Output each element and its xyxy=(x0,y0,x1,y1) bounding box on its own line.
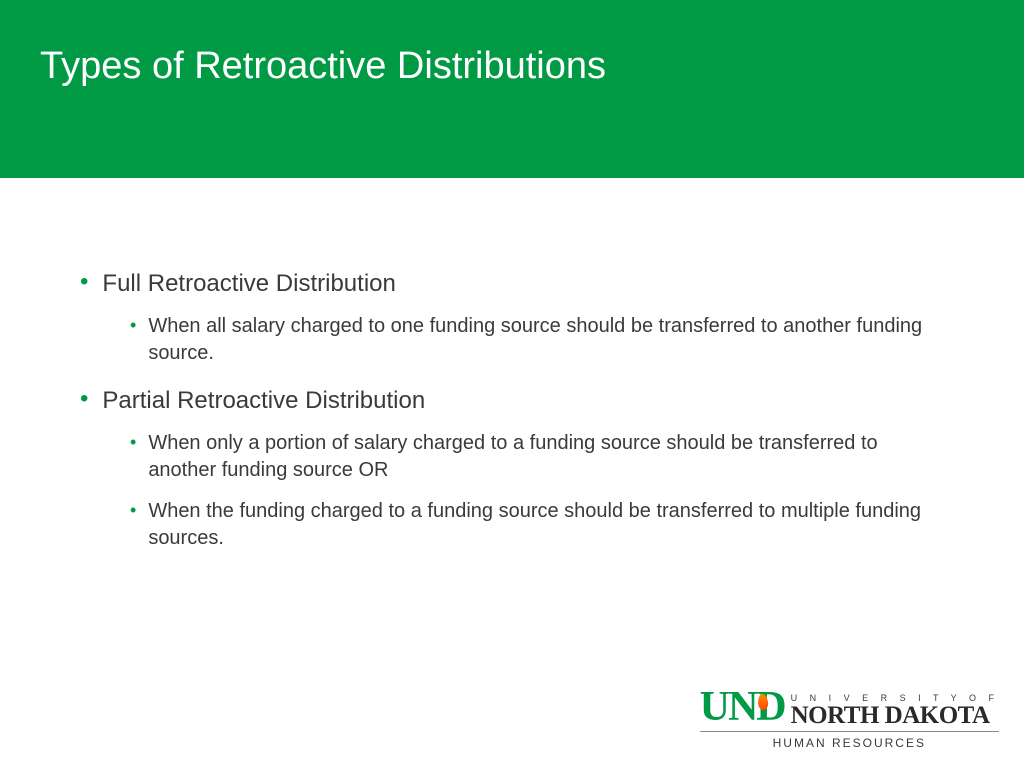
slide-title: Types of Retroactive Distributions xyxy=(40,45,984,88)
logo-abbrev: UND xyxy=(700,686,785,728)
logo-department: HUMAN RESOURCES xyxy=(700,736,999,750)
logo-divider xyxy=(700,731,999,732)
bullet-icon: • xyxy=(130,498,136,523)
list-item: • Full Retroactive Distribution • When a… xyxy=(80,268,944,367)
sub-list: • When only a portion of salary charged … xyxy=(130,430,944,552)
slide-content: • Full Retroactive Distribution • When a… xyxy=(0,178,1024,552)
list-item: • Partial Retroactive Distribution • Whe… xyxy=(80,385,944,552)
bullet-list: • Full Retroactive Distribution • When a… xyxy=(80,268,944,552)
und-logo: UND U N I V E R S I T Y O F NORTH DAKOTA… xyxy=(700,686,999,750)
list-item-label: Full Retroactive Distribution xyxy=(102,268,395,299)
sub-list-item: • When the funding charged to a funding … xyxy=(130,498,944,552)
bullet-icon: • xyxy=(130,313,136,338)
bullet-icon: • xyxy=(130,430,136,455)
slide-header: Types of Retroactive Distributions xyxy=(0,0,1024,178)
list-item-label: Partial Retroactive Distribution xyxy=(102,385,425,416)
sub-list-item-text: When only a portion of salary charged to… xyxy=(148,430,928,484)
sub-list-item: • When all salary charged to one funding… xyxy=(130,313,944,367)
logo-top-row: UND U N I V E R S I T Y O F NORTH DAKOTA xyxy=(700,686,999,728)
flame-icon xyxy=(757,694,768,711)
sub-list: • When all salary charged to one funding… xyxy=(130,313,944,367)
logo-line2: NORTH DAKOTA xyxy=(791,703,999,728)
sub-list-item-text: When the funding charged to a funding so… xyxy=(148,498,928,552)
sub-list-item: • When only a portion of salary charged … xyxy=(130,430,944,484)
bullet-icon: • xyxy=(80,385,88,414)
logo-text-block: U N I V E R S I T Y O F NORTH DAKOTA xyxy=(791,694,999,728)
sub-list-item-text: When all salary charged to one funding s… xyxy=(148,313,928,367)
bullet-icon: • xyxy=(80,268,88,297)
